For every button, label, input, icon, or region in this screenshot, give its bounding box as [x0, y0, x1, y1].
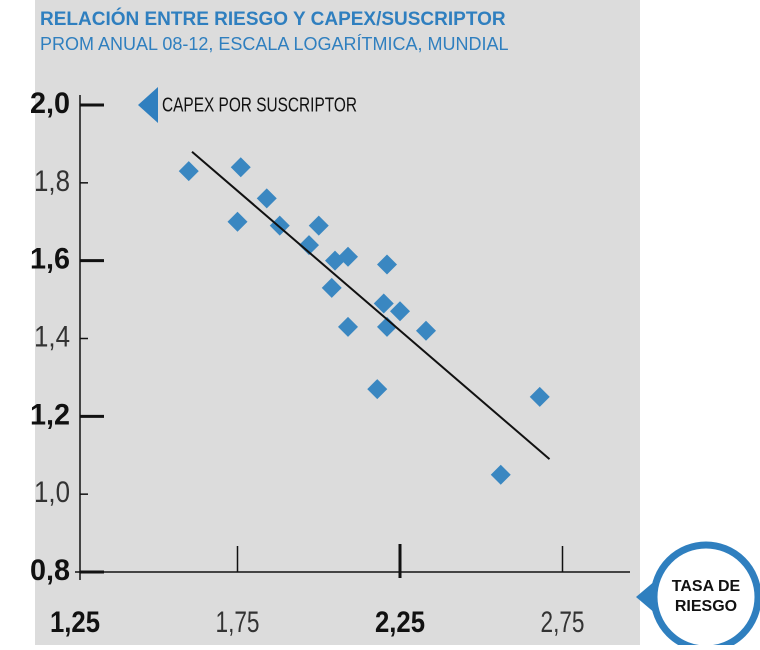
x-tick-label: 1,75 [216, 606, 260, 639]
panel [35, 0, 640, 645]
y-label-arrow [138, 87, 158, 123]
trendline [191, 150, 551, 460]
point [377, 254, 397, 275]
point [416, 320, 436, 341]
y-tick-label: 2,0 [30, 87, 70, 120]
y-tick-label: 1,2 [30, 398, 70, 431]
point [321, 277, 342, 298]
point [490, 464, 511, 485]
x-tick-label: 2,75 [541, 606, 585, 639]
x-tick-label: 1,25 [50, 606, 100, 639]
chart-title: RELACIÓN ENTRE RIESGO Y CAPEX/SUSCRIPTOR [40, 8, 506, 30]
x-axis-label: TASA DE [672, 578, 741, 595]
point [367, 379, 388, 400]
point [373, 293, 394, 314]
y-tick-label: 1,4 [34, 320, 70, 353]
y-axis-label: CAPEX POR SUSCRIPTOR [162, 94, 357, 116]
point [390, 301, 410, 322]
point [529, 386, 550, 407]
point [230, 157, 251, 178]
y-tick-label: 1,0 [34, 476, 70, 509]
point [227, 211, 248, 232]
y-tick-label: 1,6 [30, 243, 70, 276]
point [338, 316, 358, 337]
x-label-arrow [636, 580, 656, 614]
chart-subtitle: PROM ANUAL 08-12, ESCALA LOGARÍTMICA, MU… [40, 34, 508, 54]
point [377, 316, 397, 337]
x-tick-label: 2,25 [375, 606, 425, 639]
point [178, 161, 199, 182]
x-axis-label: RIESGO [675, 598, 737, 615]
point [299, 235, 319, 256]
point [256, 188, 277, 209]
point [338, 246, 358, 267]
y-tick-label: 0,8 [30, 554, 70, 587]
point [308, 215, 329, 236]
y-tick-label: 1,8 [34, 165, 70, 198]
